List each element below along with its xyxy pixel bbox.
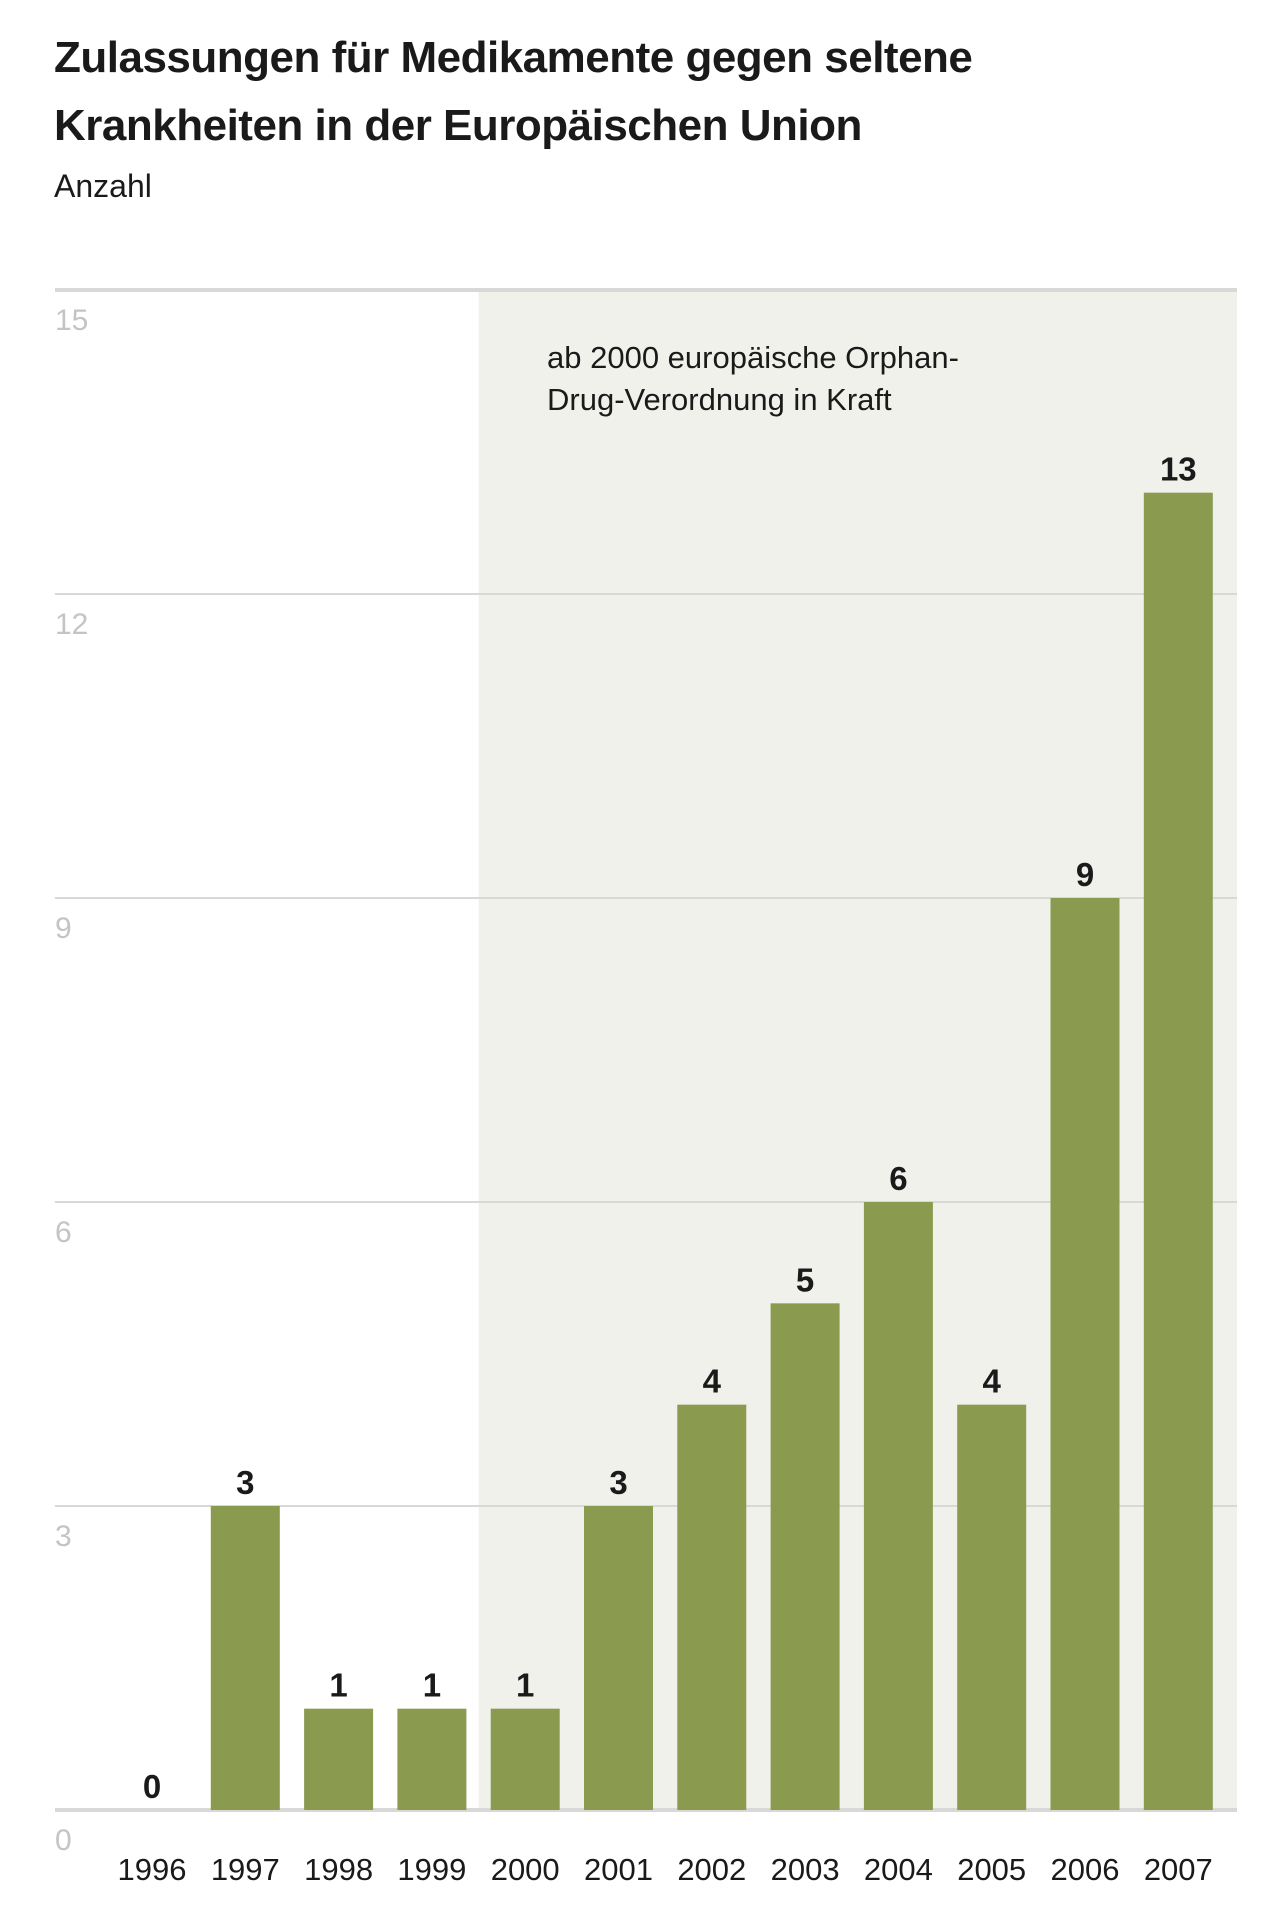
bar	[1050, 898, 1120, 1810]
bar	[770, 1303, 840, 1810]
bar	[397, 1708, 467, 1810]
x-tick-label: 2005	[957, 1852, 1026, 1887]
value-label: 4	[983, 1363, 1002, 1400]
value-label: 1	[329, 1667, 347, 1704]
x-tick-label: 1999	[397, 1852, 466, 1887]
value-label: 4	[703, 1363, 722, 1400]
value-label: 9	[1076, 856, 1094, 893]
chart-title-line-2: Krankheiten in der Europäischen Union	[54, 101, 862, 150]
x-tick-label: 2006	[1051, 1852, 1120, 1887]
x-tick-label: 1996	[118, 1852, 187, 1887]
chart-title-line-1: Zulassungen für Medikamente gegen selten…	[54, 33, 973, 82]
value-label: 3	[609, 1464, 627, 1501]
y-tick-label: 15	[55, 304, 88, 337]
value-label: 13	[1160, 451, 1197, 488]
value-label: 1	[516, 1667, 534, 1704]
annotation-text: Drug-Verordnung in Kraft	[547, 382, 892, 417]
y-tick-label: 3	[55, 1520, 72, 1553]
x-tick-label: 2004	[864, 1852, 933, 1887]
value-label: 1	[423, 1667, 441, 1704]
annotation-text: ab 2000 europäische Orphan-	[547, 340, 959, 375]
bar	[304, 1708, 374, 1810]
x-tick-label: 2007	[1144, 1852, 1213, 1887]
y-tick-label: 12	[55, 608, 88, 641]
value-label: 3	[236, 1464, 254, 1501]
x-tick-label: 2000	[491, 1852, 560, 1887]
x-tick-label: 2003	[771, 1852, 840, 1887]
x-tick-label: 2002	[677, 1852, 746, 1887]
y-axis-label: Anzahl	[54, 168, 152, 204]
bar	[210, 1506, 280, 1810]
y-tick-label: 9	[55, 912, 72, 945]
x-tick-label: 1997	[211, 1852, 280, 1887]
bar	[1143, 492, 1213, 1811]
value-label: 5	[796, 1261, 814, 1298]
x-tick-label: 2001	[584, 1852, 653, 1887]
y-tick-label: 0	[55, 1824, 72, 1857]
value-label: 0	[143, 1768, 161, 1805]
bar	[957, 1404, 1027, 1810]
x-tick-label: 1998	[304, 1852, 373, 1887]
bar	[584, 1506, 653, 1810]
bar	[490, 1708, 560, 1810]
value-label: 6	[889, 1160, 907, 1197]
y-tick-label: 6	[55, 1216, 72, 1249]
bar	[677, 1404, 747, 1810]
chart-title: Zulassungen für Medikamente gegen selten…	[54, 24, 973, 160]
bar	[863, 1202, 933, 1810]
